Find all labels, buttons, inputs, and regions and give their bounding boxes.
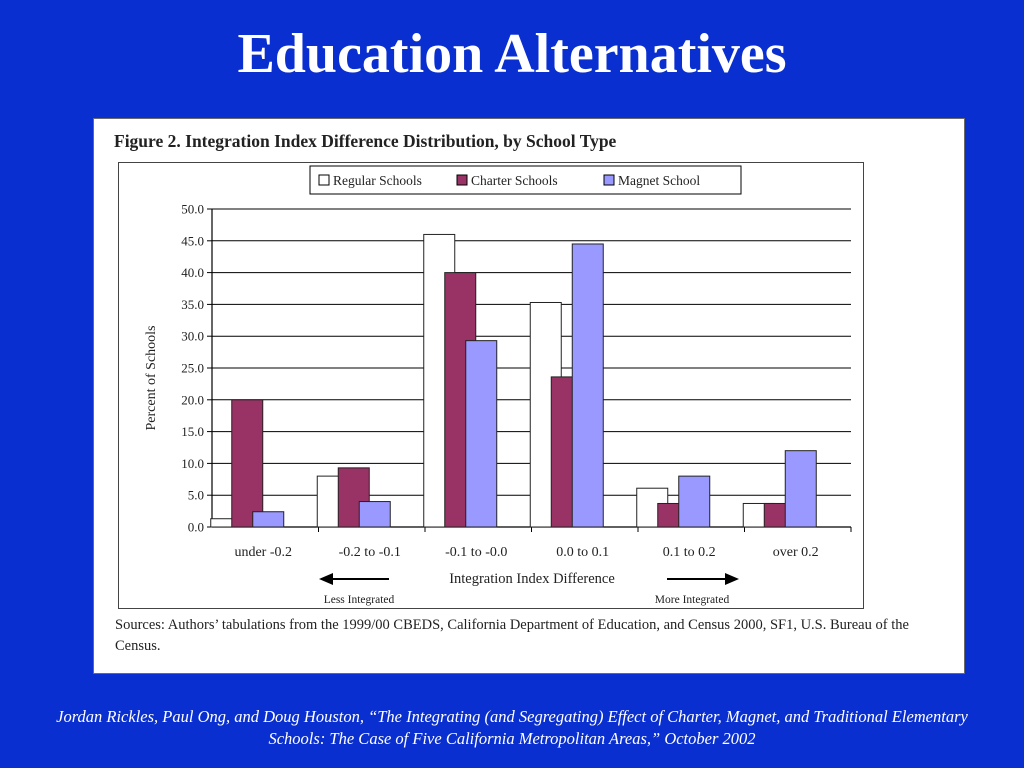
bar-magnet-school (465, 340, 498, 528)
figure-title: Figure 2. Integration Index Difference D… (114, 131, 617, 151)
bar-magnet-school (784, 450, 817, 528)
figure-box: Figure 2. Integration Index Difference D… (93, 118, 965, 674)
y-tick-label: 20.0 (181, 392, 204, 407)
y-tick-label: 40.0 (181, 265, 204, 280)
legend-box (309, 165, 742, 195)
x-tick-label: -0.1 to -0.0 (445, 545, 507, 560)
chart-frame: 0.0 5.0 10.0 15.0 20.0 25.0 30.0 35.0 40.0 45.0 50… (118, 162, 864, 609)
y-tick-label: 45.0 (181, 233, 204, 248)
sources-note: Sources: Authors’ tabulations from the 1… (115, 617, 909, 654)
x-tick-label: 0.0 to 0.1 (556, 545, 609, 560)
y-tick-label: 25.0 (181, 361, 204, 376)
legend-swatch (456, 174, 468, 186)
bar-magnet-school (571, 243, 604, 528)
legend-label: Magnet School (618, 173, 700, 188)
left-arrow-icon (319, 573, 333, 585)
y-tick-label: 30.0 (181, 329, 204, 344)
bar-charter-schools (231, 399, 264, 528)
x-axis-label: Integration Index Difference (449, 571, 615, 587)
x-tick-label: under -0.2 (234, 545, 292, 560)
legend-swatch (318, 174, 330, 186)
y-tick-label: 0.0 (188, 520, 204, 535)
slide-title: Education Alternatives (237, 23, 787, 85)
y-tick-label: 15.0 (181, 424, 204, 439)
citation: Jordan Rickles, Paul Ong, and Doug Houst… (56, 707, 968, 748)
legend-label: Charter Schools (471, 173, 558, 188)
annotation-less-integrated: Less Integrated (324, 594, 395, 606)
x-tick-label: over 0.2 (773, 545, 819, 560)
y-tick-label: 5.0 (188, 488, 204, 503)
bar-magnet-school (252, 511, 285, 528)
y-tick-label: 10.0 (181, 456, 204, 471)
x-tick-label: -0.2 to -0.1 (339, 545, 401, 560)
y-tick-label: 50.0 (181, 202, 204, 217)
legend-swatch (603, 174, 615, 186)
annotation-more-integrated: More Integrated (655, 594, 730, 606)
bar-magnet-school (358, 501, 391, 528)
x-tick-label: 0.1 to 0.2 (663, 545, 716, 560)
right-arrow-icon (725, 573, 739, 585)
bar-chart: 0.0 5.0 10.0 15.0 20.0 25.0 30.0 35.0 40.0 45.0 50… (144, 165, 852, 606)
legend-label: Regular Schools (333, 173, 422, 188)
y-axis-label: Percent of Schools (144, 326, 159, 431)
y-tick-label: 35.0 (181, 297, 204, 312)
bar-magnet-school (678, 475, 711, 528)
